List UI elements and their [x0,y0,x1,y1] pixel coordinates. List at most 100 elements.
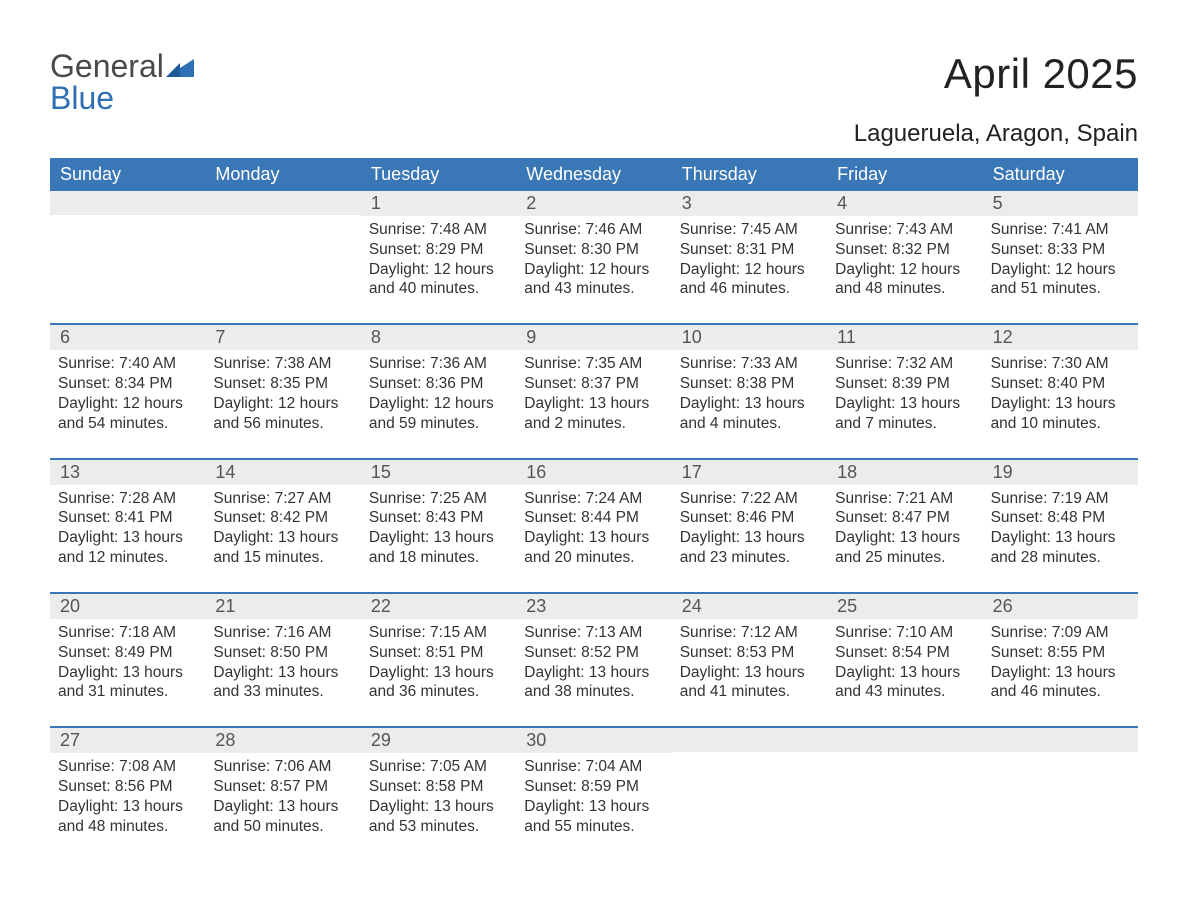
daylight-line1: Daylight: 13 hours [58,797,197,817]
day-cell: 22Sunrise: 7:15 AMSunset: 8:51 PMDayligh… [361,594,516,726]
day-number: 8 [371,327,381,347]
daylight-line1: Daylight: 13 hours [680,394,819,414]
day-number: 18 [837,462,857,482]
day-number: 1 [371,193,381,213]
sunrise-text: Sunrise: 7:40 AM [58,354,197,374]
day-number-row: 20 [50,594,205,619]
sunset-text: Sunset: 8:51 PM [369,643,508,663]
day-number-row: 22 [361,594,516,619]
day-number: 14 [215,462,235,482]
day-number: 25 [837,596,857,616]
daylight-line2: and 18 minutes. [369,548,508,568]
day-number-row: 10 [672,325,827,350]
sunset-text: Sunset: 8:32 PM [835,240,974,260]
day-cell: 26Sunrise: 7:09 AMSunset: 8:55 PMDayligh… [983,594,1138,726]
day-number-row: 26 [983,594,1138,619]
day-content: Sunrise: 7:12 AMSunset: 8:53 PMDaylight:… [680,623,819,702]
day-cell: 29Sunrise: 7:05 AMSunset: 8:58 PMDayligh… [361,728,516,860]
day-cell: 10 Sunrise: 7:33 AMSunset: 8:38 PMDayligh… [672,325,827,457]
day-number-row: 29 [361,728,516,753]
week-row: 13Sunrise: 7:28 AMSunset: 8:41 PMDayligh… [50,458,1138,592]
day-number-row: 8 [361,325,516,350]
day-content: Sunrise: 7:18 AMSunset: 8:49 PMDaylight:… [58,623,197,702]
day-number-row: 28 [205,728,360,753]
day-cell-empty [827,728,982,860]
day-cell: 30 Sunrise: 7:04 AMSunset: 8:59 PMDayligh… [516,728,671,860]
sunset-text: Sunset: 8:56 PM [58,777,197,797]
day-number: 13 [60,462,80,482]
day-number-row: 18 [827,460,982,485]
sunrise-text: Sunrise: 7:32 AM [835,354,974,374]
weekday-header: Friday [827,158,982,191]
day-number-row: 1 [361,191,516,216]
day-content: Sunrise: 7:06 AMSunset: 8:57 PMDaylight:… [213,757,352,836]
day-number-row: 16 [516,460,671,485]
day-number: 30 [526,730,546,750]
daylight-line1: Daylight: 13 hours [991,394,1130,414]
sunrise-text: Sunrise: 7:41 AM [991,220,1130,240]
daylight-line2: and 55 minutes. [524,817,663,837]
sunset-text: Sunset: 8:43 PM [369,508,508,528]
day-content: Sunrise: 7:40 AMSunset: 8:34 PMDaylight:… [58,354,197,433]
daylight-line1: Daylight: 13 hours [524,394,663,414]
day-number: 27 [60,730,80,750]
day-content: Sunrise: 7:33 AMSunset: 8:38 PMDaylight:… [680,354,819,433]
day-number-row: 6 [50,325,205,350]
sunset-text: Sunset: 8:42 PM [213,508,352,528]
day-number-row [827,728,982,752]
daylight-line1: Daylight: 13 hours [58,663,197,683]
day-content: Sunrise: 7:10 AMSunset: 8:54 PMDaylight:… [835,623,974,702]
sunrise-text: Sunrise: 7:18 AM [58,623,197,643]
daylight-line2: and 38 minutes. [524,682,663,702]
sunset-text: Sunset: 8:29 PM [369,240,508,260]
location: Lagueruela, Aragon, Spain [50,120,1138,148]
day-number: 23 [526,596,546,616]
day-cell: 5Sunrise: 7:41 AMSunset: 8:33 PMDaylight… [983,191,1138,323]
daylight-line1: Daylight: 13 hours [58,528,197,548]
daylight-line1: Daylight: 13 hours [991,528,1130,548]
daylight-line2: and 48 minutes. [58,817,197,837]
day-cell: 14Sunrise: 7:27 AMSunset: 8:42 PMDayligh… [205,460,360,592]
daylight-line2: and 23 minutes. [680,548,819,568]
day-cell: 28 Sunrise: 7:06 AMSunset: 8:57 PMDayligh… [205,728,360,860]
daylight-line1: Daylight: 12 hours [680,260,819,280]
sunrise-text: Sunrise: 7:28 AM [58,489,197,509]
day-number-row [983,728,1138,752]
day-number: 21 [215,596,235,616]
daylight-line1: Daylight: 13 hours [835,663,974,683]
sunrise-text: Sunrise: 7:06 AM [213,757,352,777]
day-number-row [205,191,360,215]
weekday-header: Tuesday [361,158,516,191]
day-number: 2 [526,193,536,213]
day-number-row: 11 [827,325,982,350]
sunset-text: Sunset: 8:49 PM [58,643,197,663]
day-cell: 2Sunrise: 7:46 AMSunset: 8:30 PMDaylight… [516,191,671,323]
week-row: 1 Sunrise: 7:48 AMSunset: 8:29 PM Daylight… [50,191,1138,323]
day-cell: 18Sunrise: 7:21 AMSunset: 8:47 PMDayligh… [827,460,982,592]
day-cell: 23Sunrise: 7:13 AMSunset: 8:52 PMDayligh… [516,594,671,726]
logo-mark-icon [166,50,194,82]
day-content: Sunrise: 7:22 AMSunset: 8:46 PMDaylight:… [680,489,819,568]
day-cell: 13 Sunrise: 7:28 AMSunset: 8:41 PMDayligh… [50,460,205,592]
header: General Blue April 2025 [50,50,1138,114]
sunset-text: Sunset: 8:41 PM [58,508,197,528]
day-content: Sunrise: 7:04 AMSunset: 8:59 PMDaylight:… [524,757,663,836]
calendar: SundayMondayTuesdayWednesdayThursdayFrid… [50,158,1138,861]
day-number-row: 17 [672,460,827,485]
day-number-row: 15 [361,460,516,485]
daylight-line2: and 41 minutes. [680,682,819,702]
day-content: Sunrise: 7:43 AMSunset: 8:32 PMDaylight:… [835,220,974,299]
day-number-row [50,191,205,215]
sunset-text: Sunset: 8:46 PM [680,508,819,528]
day-cell-empty [983,728,1138,860]
logo-word-blue: Blue [50,80,114,116]
sunrise-text: Sunrise: 7:48 AM [369,220,508,240]
day-content: Sunrise: 7:38 AMSunset: 8:35 PMDaylight:… [213,354,352,433]
week-row: 27Sunrise: 7:08 AMSunset: 8:56 PMDayligh… [50,726,1138,860]
daylight-line1: Daylight: 13 hours [369,528,508,548]
day-number-row: 27 [50,728,205,753]
weekday-header: Saturday [983,158,1138,191]
sunrise-text: Sunrise: 7:16 AM [213,623,352,643]
day-number: 3 [682,193,692,213]
weekday-header-row: SundayMondayTuesdayWednesdayThursdayFrid… [50,158,1138,191]
